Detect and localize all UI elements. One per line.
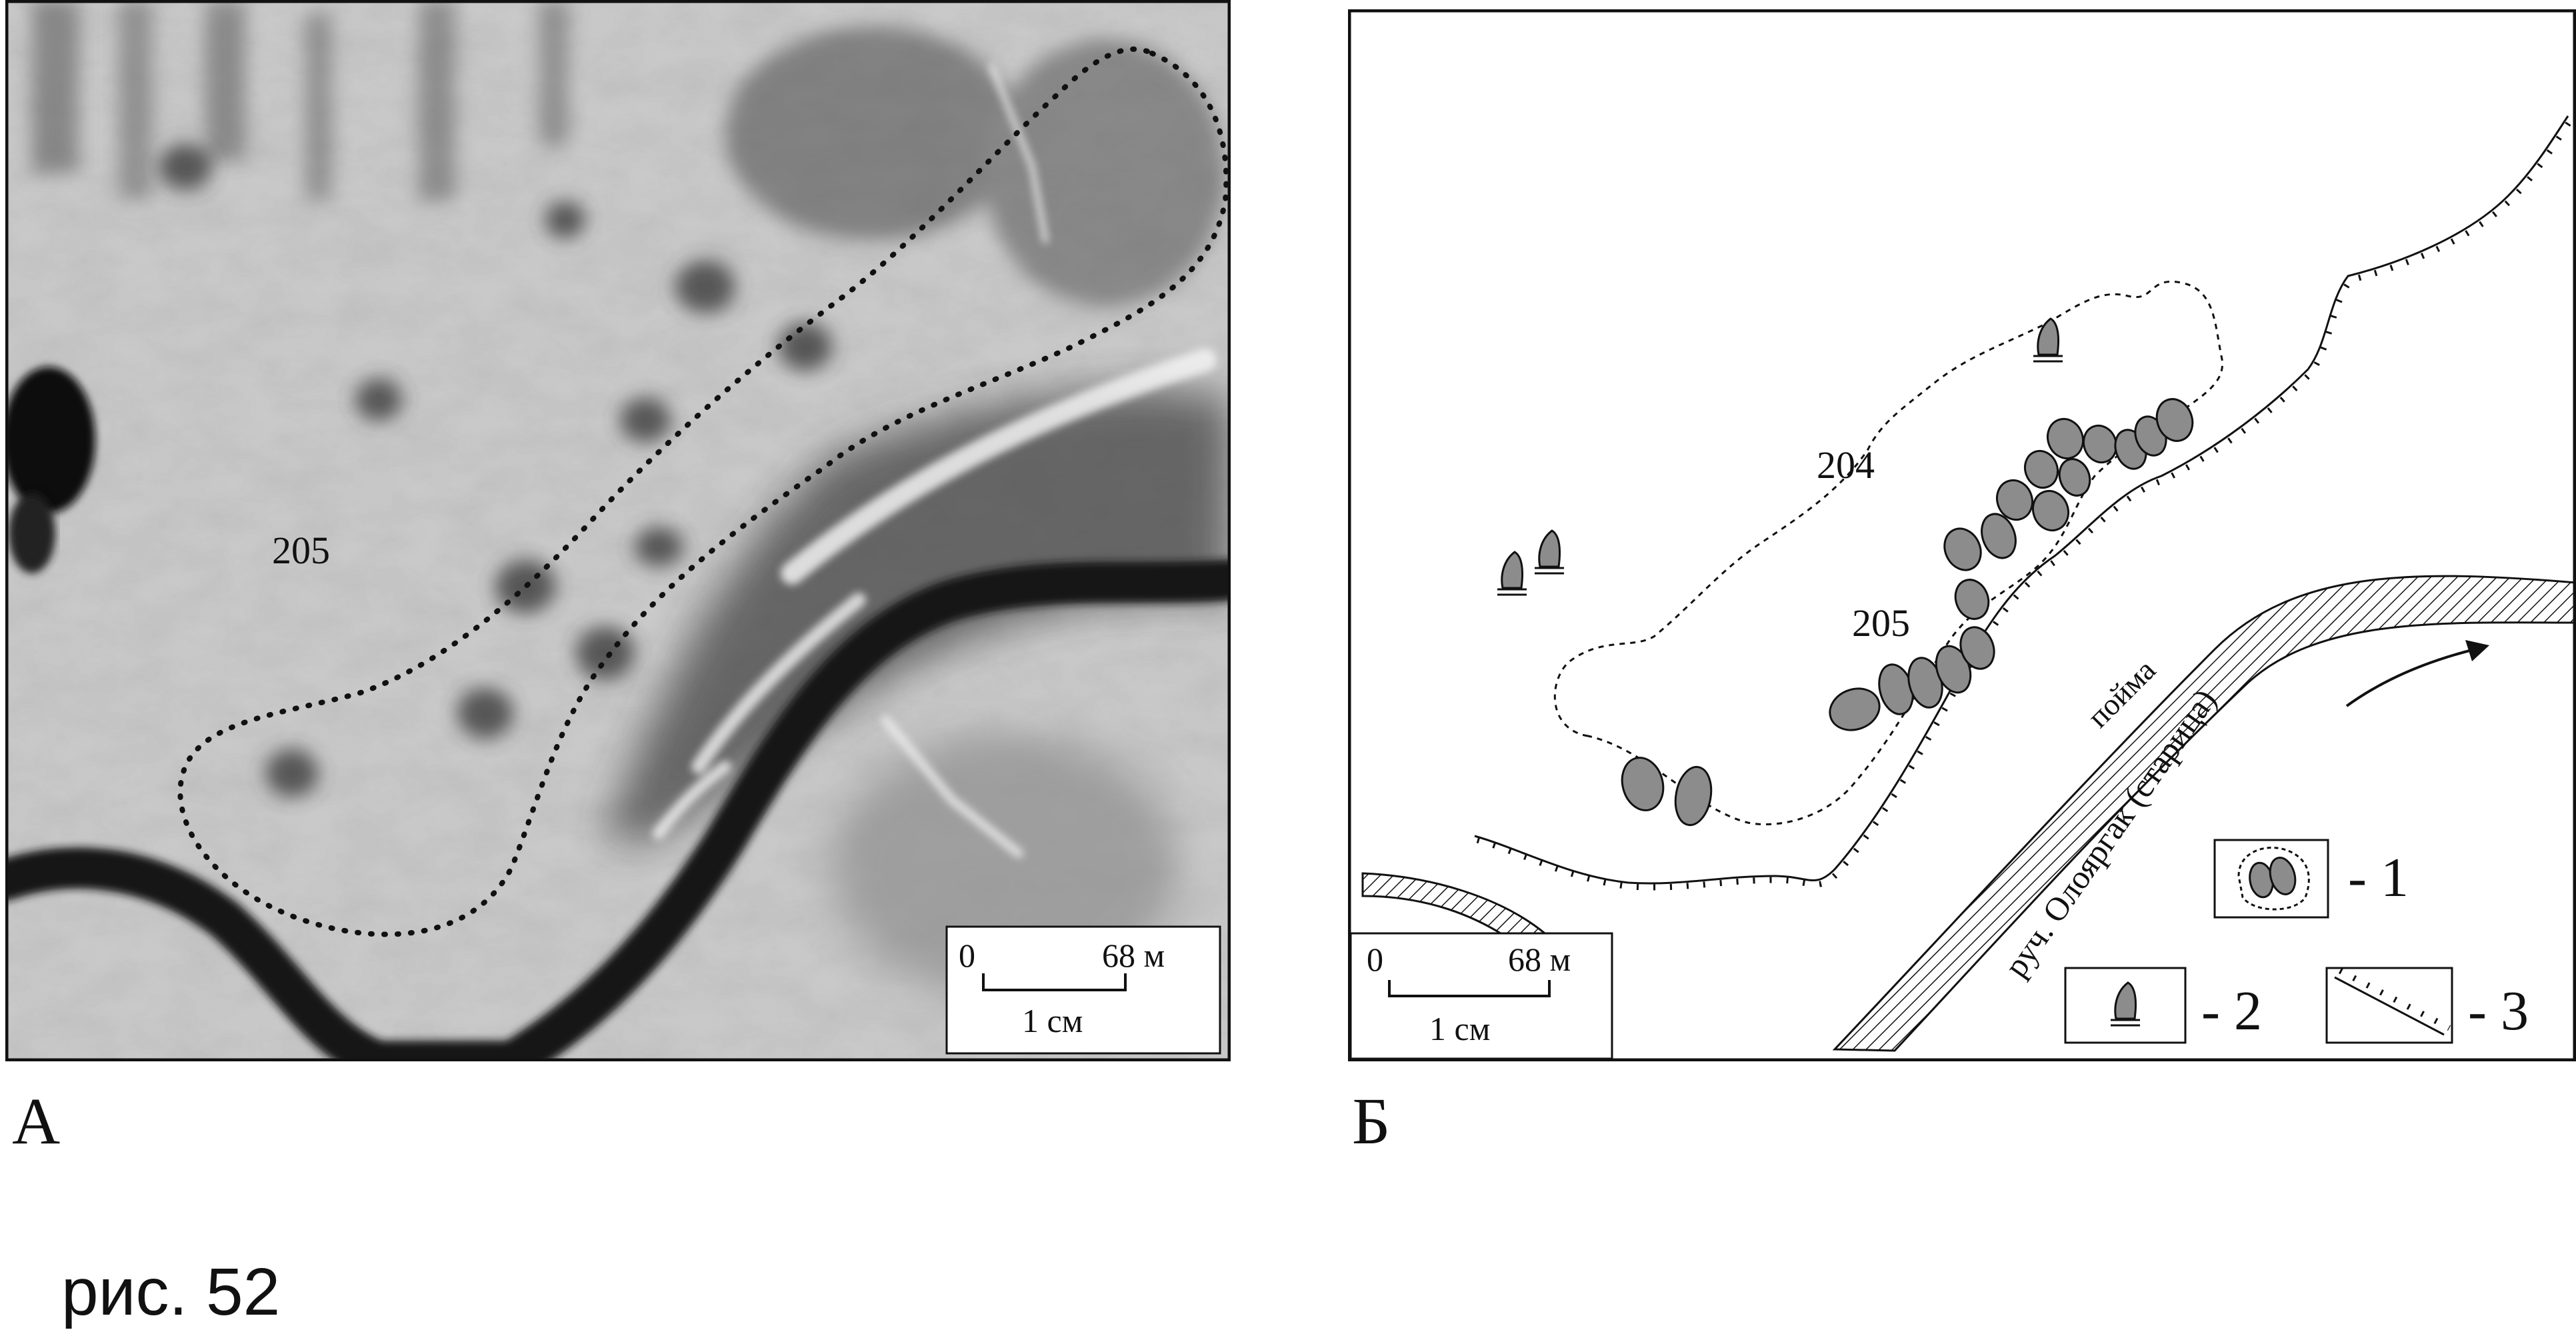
- pit: [2082, 424, 2118, 464]
- scale-end: 68 м: [1102, 937, 1165, 974]
- site-label-205: 205: [272, 529, 330, 572]
- legend-text-1: - 1: [2348, 847, 2409, 909]
- panel-letter-a: А: [12, 1084, 61, 1158]
- scale-unit: 1 см: [1022, 1002, 1083, 1039]
- pit: [2047, 417, 2084, 460]
- flow-arrow: [2345, 640, 2489, 707]
- scale-end: 68 м: [1508, 941, 1571, 978]
- schematic-map-panel: 204 205 пойма руч. Олояргак (старица) 0 …: [1348, 9, 2576, 1061]
- figure-caption: рис. 52: [61, 1255, 281, 1329]
- aerial-photo-panel: 205 0 68 м 1 см: [5, 0, 1231, 1061]
- pit: [2032, 489, 2069, 532]
- pit-group: [1621, 398, 2194, 827]
- scale-unit: 1 см: [1429, 1010, 1490, 1047]
- pit: [1959, 626, 1995, 670]
- legend-text-3: - 3: [2468, 980, 2529, 1042]
- scale-bar: 0 68 м 1 см: [1349, 932, 1613, 1060]
- legend: - 1 - 2 - 3: [2064, 839, 2529, 1044]
- site-label-204: 204: [1817, 443, 1875, 487]
- pit-cluster-icon: [2237, 847, 2310, 911]
- pit: [1943, 527, 1982, 571]
- pit: [2155, 398, 2194, 442]
- site-label-205: 205: [1852, 601, 1910, 645]
- pit: [2058, 458, 2091, 497]
- panel-letter-b: Б: [1352, 1084, 1391, 1158]
- scale-start: 0: [1367, 941, 1383, 978]
- pit: [1674, 765, 1713, 827]
- stream-channel: [1832, 575, 2576, 1052]
- pit: [2023, 449, 2059, 489]
- terrace-edge-icon: [2334, 968, 2451, 1036]
- site-outline: [1553, 280, 2223, 825]
- terrace-edge: [1474, 115, 2573, 891]
- pit: [1981, 513, 2017, 559]
- site-205-outline: [177, 46, 1228, 937]
- scale-start: 0: [959, 937, 975, 974]
- pit: [1829, 687, 1881, 731]
- legend-item-2: - 2: [2064, 967, 2262, 1044]
- legend-item-1: - 1: [2213, 839, 2409, 919]
- legend-text-2: - 2: [2201, 980, 2262, 1042]
- legend-item-3: - 3: [2325, 967, 2529, 1044]
- aerial-photo: 205 0 68 м 1 см: [5, 0, 1231, 1061]
- schematic-map: 204 205 пойма руч. Олояргак (старица) 0 …: [1348, 9, 2576, 1061]
- pit: [1954, 579, 1990, 620]
- scale-bar: 0 68 м 1 см: [945, 925, 1221, 1055]
- pit: [1621, 757, 1665, 811]
- pit: [1996, 479, 2033, 521]
